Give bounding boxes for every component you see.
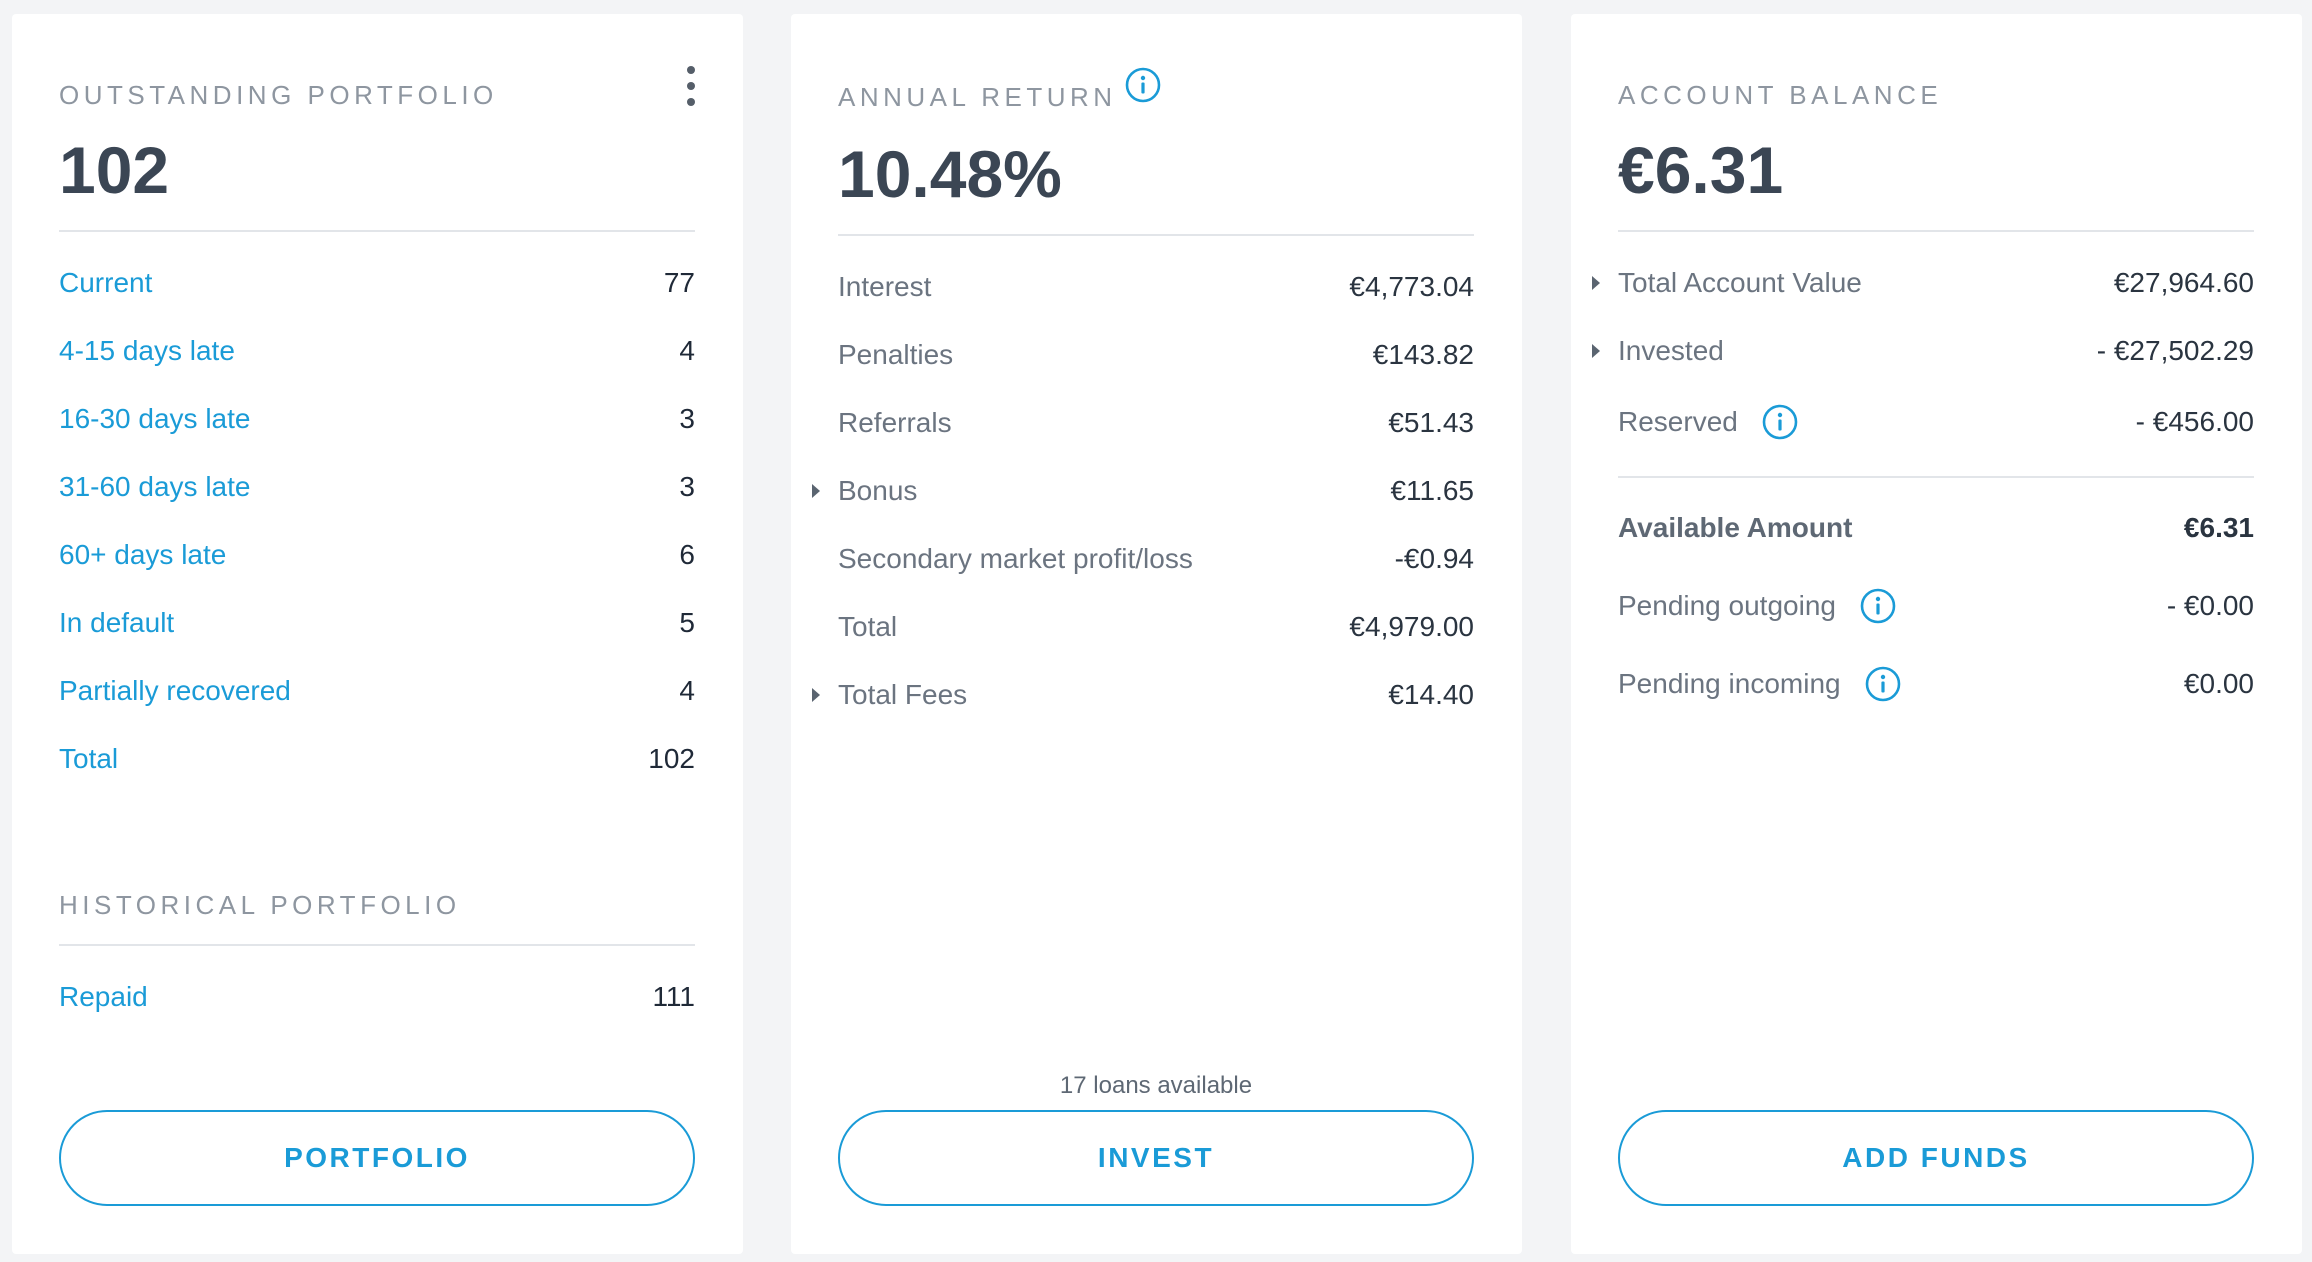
info-icon[interactable] [1762, 404, 1798, 440]
return-row-label: Penalties [838, 339, 954, 370]
portfolio-row-label[interactable]: 16-30 days late [59, 403, 251, 434]
return-row-label[interactable]: Total Fees [838, 679, 968, 710]
return-row-interest: Interest €4,773.04 [838, 265, 1474, 309]
return-row-label: Interest [838, 271, 932, 302]
balance-row-pending-incoming: Pending incoming €0.00 [1618, 662, 2254, 706]
outstanding-portfolio-card: OUTSTANDING PORTFOLIO 102 Current 77 4-1… [12, 14, 743, 1254]
account-balance-card: ACCOUNT BALANCE €6.31 Total Account Valu… [1571, 14, 2302, 1254]
portfolio-row-total[interactable]: Total 102 [59, 737, 695, 781]
return-row-value: €143.82 [1372, 339, 1474, 370]
return-row-secondary-market: Secondary market profit/loss -€0.94 [838, 537, 1474, 581]
pending-outgoing-label: Pending outgoing [1618, 590, 1836, 621]
portfolio-row-label[interactable]: 4-15 days late [59, 335, 235, 366]
info-icon[interactable] [1125, 67, 1161, 103]
portfolio-row-label[interactable]: 60+ days late [59, 539, 227, 570]
historical-row-label[interactable]: Repaid [59, 981, 148, 1012]
balance-row-value: - €27,502.29 [2096, 335, 2254, 366]
portfolio-row-label[interactable]: Current [59, 267, 153, 298]
portfolio-row-31-60-days-late[interactable]: 31-60 days late 3 [59, 465, 695, 509]
return-row-label: Total [838, 611, 898, 642]
portfolio-row-value: 3 [679, 403, 695, 434]
historical-row-repaid[interactable]: Repaid 111 [59, 975, 695, 1019]
return-row-value: €14.40 [1388, 679, 1474, 710]
balance-row-label[interactable]: Invested [1618, 335, 1724, 366]
balance-row-total-account-value[interactable]: Total Account Value €27,964.60 [1592, 261, 2254, 305]
info-icon[interactable] [1860, 588, 1896, 624]
info-icon[interactable] [1865, 666, 1901, 702]
portfolio-row-label[interactable]: 31-60 days late [59, 471, 251, 502]
return-row-value: -€0.94 [1394, 543, 1474, 574]
add-funds-button[interactable]: ADD FUNDS [1618, 1110, 2254, 1206]
return-row-referrals: Referrals €51.43 [838, 401, 1474, 445]
annual-return-value: 10.48% [838, 137, 1062, 211]
return-row-bonus[interactable]: Bonus €11.65 [812, 469, 1474, 513]
balance-row-pending-outgoing: Pending outgoing - €0.00 [1618, 584, 2254, 628]
return-row-label[interactable]: Bonus [838, 475, 918, 506]
return-row-label: Referrals [838, 407, 952, 438]
pending-incoming-label: Pending incoming [1618, 668, 1841, 699]
portfolio-row-value: 3 [679, 471, 695, 502]
portfolio-row-value: 4 [679, 335, 695, 366]
portfolio-row-label[interactable]: In default [59, 607, 175, 638]
pending-outgoing-value: - €0.00 [2166, 590, 2254, 621]
caret-right-icon[interactable] [1592, 276, 1600, 290]
portfolio-row-label[interactable]: Total [59, 743, 119, 774]
portfolio-row-value: 102 [648, 743, 695, 774]
return-row-total-fees[interactable]: Total Fees €14.40 [812, 673, 1474, 717]
portfolio-row-value: 6 [679, 539, 695, 570]
balance-row-value: - €456.00 [2135, 406, 2254, 437]
return-row-value: €11.65 [1390, 475, 1474, 506]
caret-right-icon[interactable] [812, 688, 820, 702]
return-row-value: €4,979.00 [1349, 611, 1474, 642]
available-amount-label: Available Amount [1618, 512, 1853, 543]
portfolio-row-16-30-days-late[interactable]: 16-30 days late 3 [59, 397, 695, 441]
divider [838, 234, 1474, 236]
pending-incoming-label-wrap: Pending incoming [1618, 666, 1901, 702]
balance-row-invested[interactable]: Invested - €27,502.29 [1592, 329, 2254, 373]
return-row-penalties: Penalties €143.82 [838, 333, 1474, 377]
divider [59, 230, 695, 232]
account-balance-value: €6.31 [1618, 133, 1784, 207]
portfolio-row-4-15-days-late[interactable]: 4-15 days late 4 [59, 329, 695, 373]
annual-return-card: ANNUAL RETURN 10.48% Interest €4,773.04 … [791, 14, 1522, 1254]
divider [59, 944, 695, 946]
return-row-total: Total €4,979.00 [838, 605, 1474, 649]
loans-available-note: 17 loans available [1059, 1072, 1253, 1099]
caret-right-icon[interactable] [812, 484, 820, 498]
available-amount-value: €6.31 [2183, 512, 2254, 543]
balance-row-label-wrap: Reserved [1618, 404, 1798, 440]
outstanding-portfolio-value: 102 [59, 133, 170, 207]
balance-row-available-amount: Available Amount €6.31 [1618, 506, 2254, 550]
divider [1618, 230, 2254, 232]
portfolio-row-60-plus-days-late[interactable]: 60+ days late 6 [59, 533, 695, 577]
pending-incoming-value: €0.00 [2183, 668, 2254, 699]
portfolio-row-label[interactable]: Partially recovered [59, 675, 291, 706]
pending-outgoing-label-wrap: Pending outgoing [1618, 588, 1896, 624]
historical-row-value: 111 [652, 981, 695, 1012]
annual-return-title: ANNUAL RETURN [838, 82, 1117, 112]
balance-row-value: €27,964.60 [2113, 267, 2254, 298]
portfolio-row-value: 4 [679, 675, 695, 706]
portfolio-row-value: 5 [679, 607, 695, 638]
outstanding-portfolio-title: OUTSTANDING PORTFOLIO [59, 80, 498, 110]
more-options-icon[interactable] [685, 66, 697, 106]
portfolio-row-value: 77 [663, 267, 695, 298]
portfolio-row-current[interactable]: Current 77 [59, 261, 695, 305]
balance-row-reserved: Reserved - €456.00 [1618, 400, 2254, 444]
divider [1618, 476, 2254, 478]
return-row-label: Secondary market profit/loss [838, 543, 1193, 574]
caret-right-icon[interactable] [1592, 344, 1600, 358]
balance-row-label: Reserved [1618, 406, 1738, 437]
historical-portfolio-title: HISTORICAL PORTFOLIO [59, 890, 461, 920]
return-row-value: €4,773.04 [1349, 271, 1474, 302]
portfolio-button[interactable]: PORTFOLIO [59, 1110, 695, 1206]
portfolio-row-in-default[interactable]: In default 5 [59, 601, 695, 645]
return-row-value: €51.43 [1388, 407, 1474, 438]
invest-button[interactable]: INVEST [838, 1110, 1474, 1206]
account-balance-title: ACCOUNT BALANCE [1618, 80, 1943, 110]
portfolio-row-partially-recovered[interactable]: Partially recovered 4 [59, 669, 695, 713]
balance-row-label[interactable]: Total Account Value [1618, 267, 1862, 298]
